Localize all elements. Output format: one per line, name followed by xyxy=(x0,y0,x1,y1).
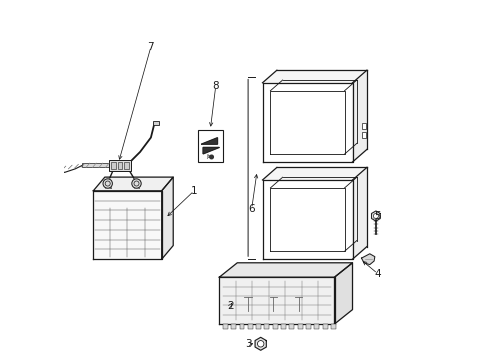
FancyBboxPatch shape xyxy=(281,324,285,329)
Circle shape xyxy=(103,179,112,188)
Polygon shape xyxy=(255,337,266,350)
FancyBboxPatch shape xyxy=(152,121,159,125)
FancyBboxPatch shape xyxy=(109,160,131,171)
Text: 1: 1 xyxy=(190,186,197,196)
Polygon shape xyxy=(262,83,352,162)
FancyBboxPatch shape xyxy=(104,183,110,188)
Text: 3: 3 xyxy=(244,339,251,349)
FancyBboxPatch shape xyxy=(239,324,244,329)
Text: 2: 2 xyxy=(226,301,233,311)
FancyBboxPatch shape xyxy=(314,324,319,329)
Polygon shape xyxy=(162,177,173,259)
Polygon shape xyxy=(219,263,352,277)
Polygon shape xyxy=(93,177,173,191)
FancyBboxPatch shape xyxy=(118,162,122,169)
Circle shape xyxy=(209,155,213,159)
FancyBboxPatch shape xyxy=(289,324,294,329)
Polygon shape xyxy=(203,148,219,154)
Polygon shape xyxy=(262,180,352,259)
FancyBboxPatch shape xyxy=(361,123,365,129)
FancyBboxPatch shape xyxy=(197,130,223,162)
Text: 7: 7 xyxy=(147,42,154,52)
Text: 5: 5 xyxy=(374,211,380,221)
FancyBboxPatch shape xyxy=(133,183,139,188)
FancyBboxPatch shape xyxy=(124,162,129,169)
Circle shape xyxy=(52,166,59,173)
Polygon shape xyxy=(262,167,366,180)
Polygon shape xyxy=(201,138,217,144)
FancyBboxPatch shape xyxy=(231,324,236,329)
FancyBboxPatch shape xyxy=(330,324,335,329)
Polygon shape xyxy=(361,254,374,265)
Text: 6: 6 xyxy=(248,204,254,214)
Circle shape xyxy=(132,179,141,188)
FancyBboxPatch shape xyxy=(272,324,277,329)
Circle shape xyxy=(257,341,264,347)
FancyBboxPatch shape xyxy=(256,324,261,329)
FancyBboxPatch shape xyxy=(223,324,227,329)
FancyBboxPatch shape xyxy=(247,324,252,329)
FancyBboxPatch shape xyxy=(297,324,302,329)
Text: jb: jb xyxy=(206,154,211,159)
Polygon shape xyxy=(352,167,366,259)
Polygon shape xyxy=(371,211,380,221)
FancyBboxPatch shape xyxy=(305,324,310,329)
Text: 4: 4 xyxy=(374,269,380,279)
FancyBboxPatch shape xyxy=(264,324,269,329)
FancyBboxPatch shape xyxy=(111,162,116,169)
Circle shape xyxy=(373,213,378,219)
Polygon shape xyxy=(219,277,334,324)
FancyBboxPatch shape xyxy=(361,132,365,138)
Polygon shape xyxy=(352,70,366,162)
Text: 8: 8 xyxy=(212,81,219,91)
FancyBboxPatch shape xyxy=(82,163,109,167)
Polygon shape xyxy=(334,263,352,324)
FancyBboxPatch shape xyxy=(322,324,327,329)
Polygon shape xyxy=(262,70,366,83)
Polygon shape xyxy=(93,191,162,259)
